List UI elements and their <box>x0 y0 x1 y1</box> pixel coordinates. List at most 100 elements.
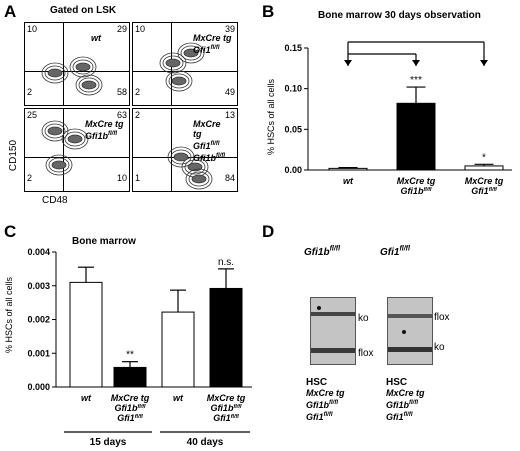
arrow-head <box>344 60 352 66</box>
contour-ring <box>168 73 190 89</box>
lane2-caption-1: MxCre tg <box>386 388 425 398</box>
contour-ring <box>64 131 86 147</box>
contour-ring <box>41 62 69 84</box>
gate-title: Gated on LSK <box>50 5 117 16</box>
contour-ring <box>173 152 189 162</box>
category-label: Gfi1bfl/fl <box>210 403 242 413</box>
y-tick-label: 0.000 <box>27 382 50 392</box>
category-label: MxCre tg <box>207 393 246 403</box>
lane2-bottom-label: ko <box>434 342 445 353</box>
contour-ring <box>69 56 97 78</box>
lane2-caption-2: Gfi1bfl/fl <box>386 400 419 410</box>
y-tick-label: 0.10 <box>284 84 302 94</box>
group-label: 40 days <box>187 437 224 448</box>
y-tick-label: 0.15 <box>284 43 302 53</box>
significance-label: * <box>482 152 486 163</box>
contour-ring <box>188 171 210 187</box>
contour-ring <box>47 126 63 136</box>
bar <box>69 281 103 388</box>
flow-plot-1: 10 29 2 58 wt <box>24 22 130 106</box>
contour-ring <box>159 52 187 74</box>
panel-b-label: B <box>262 2 275 21</box>
contour-ring <box>47 68 63 78</box>
panel-a-label: A <box>4 2 17 21</box>
blot-header-1: Gfi1bfl/fl <box>304 246 341 259</box>
lane1-caption-1: MxCre tg <box>306 388 345 398</box>
quadrant-bl-value: 2 <box>27 87 33 97</box>
genotype-label: MxCre tg Gfi1fl/fl Gfi1bfl/fl <box>193 119 225 163</box>
gate-line-horizontal <box>133 70 237 72</box>
quadrant-bl-value: 2 <box>27 173 33 183</box>
category-label: MxCre tg <box>465 176 504 186</box>
contour-ring <box>165 70 193 92</box>
contour-ring <box>51 160 67 170</box>
y-tick-label: 0.00 <box>284 165 302 175</box>
quadrant-tl-value: 10 <box>135 24 146 34</box>
contour-ring <box>61 128 89 150</box>
blot-header-gfi1b: Gfi1bfl/fl <box>304 245 340 258</box>
y-tick-label: 0.004 <box>27 247 50 257</box>
panel-c-label: C <box>4 222 17 241</box>
bar <box>209 287 243 388</box>
category-label: MxCre tg <box>111 393 150 403</box>
panel-b-title: Bone marrow 30 days observation <box>318 10 481 21</box>
group-label: 15 days <box>90 437 127 448</box>
category-label: Gfi1fl/fl <box>471 186 497 196</box>
quadrant-tl-value: 2 <box>135 110 141 120</box>
contour-ring <box>45 154 73 176</box>
panel-a-ylabel: CD150 <box>8 139 20 172</box>
y-tick-label: 0.002 <box>27 315 50 325</box>
arrow-head <box>480 60 488 66</box>
lane1-caption-0: HSC <box>306 377 328 388</box>
category-label: Gfi1fl/fl <box>117 413 143 423</box>
contour-ring <box>185 168 213 190</box>
category-label: wt <box>343 176 354 186</box>
category-label: MxCre tg <box>397 176 436 186</box>
gate-line-vertical <box>63 109 65 191</box>
gate-line-horizontal <box>25 70 129 72</box>
panel-a-xlabel: CD48 <box>42 195 68 206</box>
contour-plot <box>41 56 103 96</box>
contour-ring <box>78 77 100 93</box>
genotype-line: MxCre <box>193 119 221 129</box>
contour-ring <box>44 123 66 139</box>
gate-line-horizontal <box>25 156 129 158</box>
quadrant-tr-value: 29 <box>116 24 127 34</box>
contour-ring <box>170 149 192 165</box>
band-top-2 <box>388 314 432 318</box>
bar <box>161 311 195 388</box>
category-label: Gfi1bfl/fl <box>114 403 146 413</box>
y-tick-label: 0.003 <box>27 281 50 291</box>
band-bottom-1 <box>311 348 355 353</box>
contour-ring <box>75 74 103 96</box>
blot-header-gfi1: Gfi1fl/fl <box>380 245 410 258</box>
flow-plot-2: 10 39 2 49 MxCre tg Gfi1fl/fl <box>132 22 238 106</box>
chart-b-ylabel: % HSCs of all cells <box>266 78 276 155</box>
contour-plot <box>167 146 213 190</box>
contour-ring <box>162 55 184 71</box>
contour-ring <box>167 146 195 168</box>
bar <box>464 165 504 171</box>
genotype-label: wt <box>91 33 101 43</box>
contour-ring <box>67 134 83 144</box>
significance-label: *** <box>410 75 422 86</box>
lane2-caption-0: HSC <box>386 377 408 388</box>
quadrant-bl-value: 1 <box>135 173 141 183</box>
contour-ring <box>44 65 66 81</box>
flow-plot-3: 25 63 2 10 MxCre tg Gfi1bfl/fl <box>24 108 130 192</box>
quadrant-br-value: 49 <box>224 87 235 97</box>
contour-ring <box>183 48 199 58</box>
chart-c-ylabel: % HSCs of all cells <box>4 276 14 353</box>
genotype-line: Gfi1fl/fl <box>193 141 220 151</box>
quadrant-br-value: 10 <box>116 173 127 183</box>
contour-ring <box>72 59 94 75</box>
lane1-caption-3: Gfi1fl/fl <box>306 412 333 422</box>
gate-line-vertical <box>63 23 65 105</box>
quadrant-tl-value: 25 <box>27 110 38 120</box>
genotype-label: MxCre tg Gfi1fl/fl <box>193 33 232 55</box>
quadrant-tr-value: 39 <box>224 24 235 34</box>
gel-lane-2 <box>387 297 433 365</box>
gel-lane-1 <box>310 297 356 365</box>
category-label: Gfi1fl/fl <box>213 413 239 423</box>
contour-ring <box>165 58 181 68</box>
